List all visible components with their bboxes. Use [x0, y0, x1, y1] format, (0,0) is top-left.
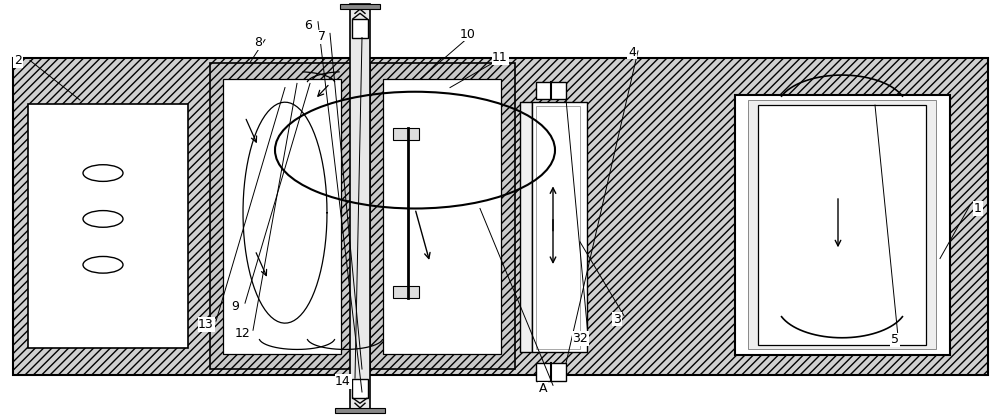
Text: 8: 8	[254, 36, 262, 49]
Text: 9: 9	[231, 300, 239, 313]
Circle shape	[83, 256, 123, 273]
Bar	[350, 4, 370, 413]
Bar	[758, 105, 926, 345]
Text: 5: 5	[891, 333, 899, 347]
Text: A: A	[539, 382, 547, 395]
Text: 14: 14	[335, 375, 351, 388]
Bar	[13, 58, 988, 375]
Bar	[335, 408, 385, 413]
Bar	[352, 19, 368, 38]
Text: 7: 7	[318, 30, 326, 43]
Bar	[210, 63, 358, 369]
Bar	[393, 286, 419, 298]
Bar	[223, 79, 341, 354]
Circle shape	[83, 165, 123, 181]
Circle shape	[83, 211, 123, 227]
Bar	[735, 95, 950, 355]
Text: 6: 6	[304, 18, 312, 32]
Bar	[532, 102, 587, 352]
Bar	[352, 379, 368, 398]
Text: 32: 32	[572, 332, 588, 345]
Bar	[370, 63, 515, 369]
Bar	[748, 100, 936, 349]
Text: 2: 2	[14, 54, 22, 67]
Bar	[520, 102, 532, 352]
Text: 11: 11	[492, 51, 508, 64]
Text: 3: 3	[613, 312, 621, 326]
Text: 4: 4	[628, 45, 636, 59]
Text: 10: 10	[460, 28, 476, 41]
Bar	[393, 128, 419, 140]
Bar	[383, 79, 501, 354]
Bar	[28, 104, 188, 348]
Bar	[536, 82, 566, 99]
Bar	[536, 363, 566, 381]
Bar	[340, 4, 380, 9]
Bar	[536, 106, 580, 349]
Text: 12: 12	[235, 327, 251, 340]
Text: 13: 13	[198, 318, 214, 331]
Text: 1: 1	[974, 202, 982, 215]
